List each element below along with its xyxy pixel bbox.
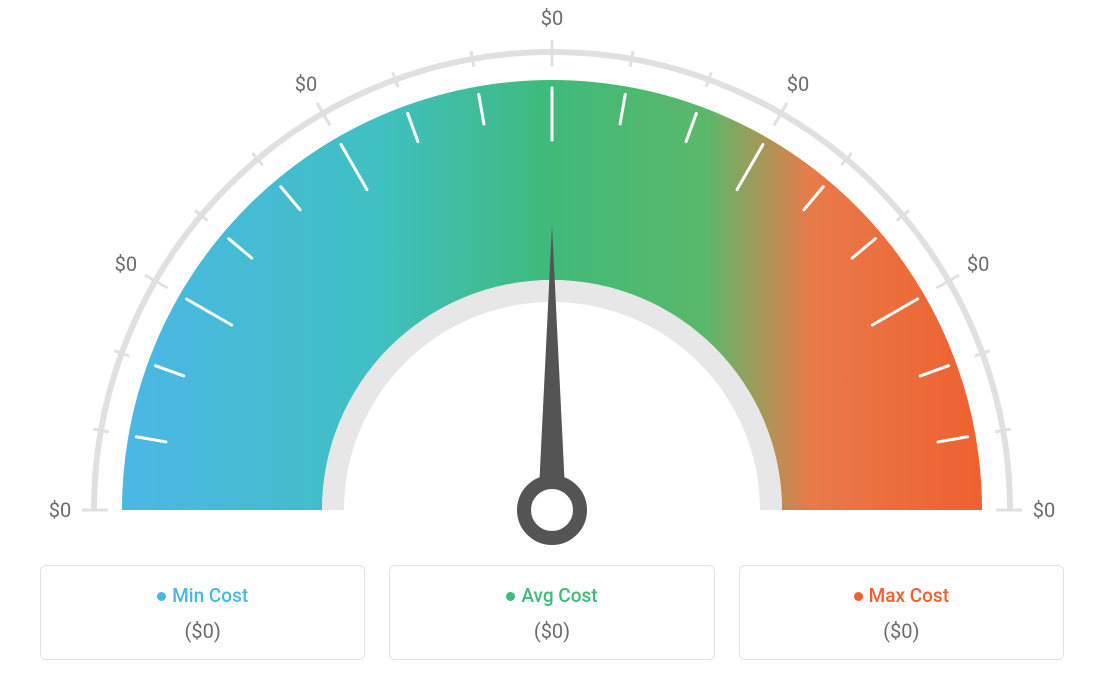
legend-title-min: Min Cost [51, 584, 354, 607]
legend-dot-avg [506, 592, 515, 601]
legend-title-avg: Avg Cost [400, 584, 703, 607]
legend-value-avg: ($0) [400, 619, 703, 643]
legend-dot-min [157, 592, 166, 601]
legend-title-max-text: Max Cost [869, 584, 949, 607]
legend-card-max: Max Cost ($0) [739, 565, 1064, 660]
gauge-chart-container: $0 $0 $0 $0 $0 $0 $0 Min Cost ($0) Avg Cost ($… [0, 0, 1104, 690]
gauge-area: $0 $0 $0 $0 $0 $0 $0 [0, 0, 1104, 560]
legend-card-min: Min Cost ($0) [40, 565, 365, 660]
gauge-tick-label: $0 [49, 498, 71, 522]
gauge-tick-label: $0 [295, 72, 317, 96]
legend-title-max: Max Cost [750, 584, 1053, 607]
legend-row: Min Cost ($0) Avg Cost ($0) Max Cost ($0… [40, 565, 1064, 660]
legend-value-min: ($0) [51, 619, 354, 643]
gauge-svg [32, 20, 1072, 560]
gauge-tick-label: $0 [787, 72, 809, 96]
legend-dot-max [854, 592, 863, 601]
gauge-tick-label: $0 [115, 252, 137, 276]
legend-value-max: ($0) [750, 619, 1053, 643]
legend-title-avg-text: Avg Cost [521, 584, 597, 607]
gauge-tick-label: $0 [1033, 498, 1055, 522]
legend-card-avg: Avg Cost ($0) [389, 565, 714, 660]
gauge-tick-label: $0 [967, 252, 989, 276]
legend-title-min-text: Min Cost [172, 584, 248, 607]
gauge-tick-label: $0 [541, 6, 563, 30]
